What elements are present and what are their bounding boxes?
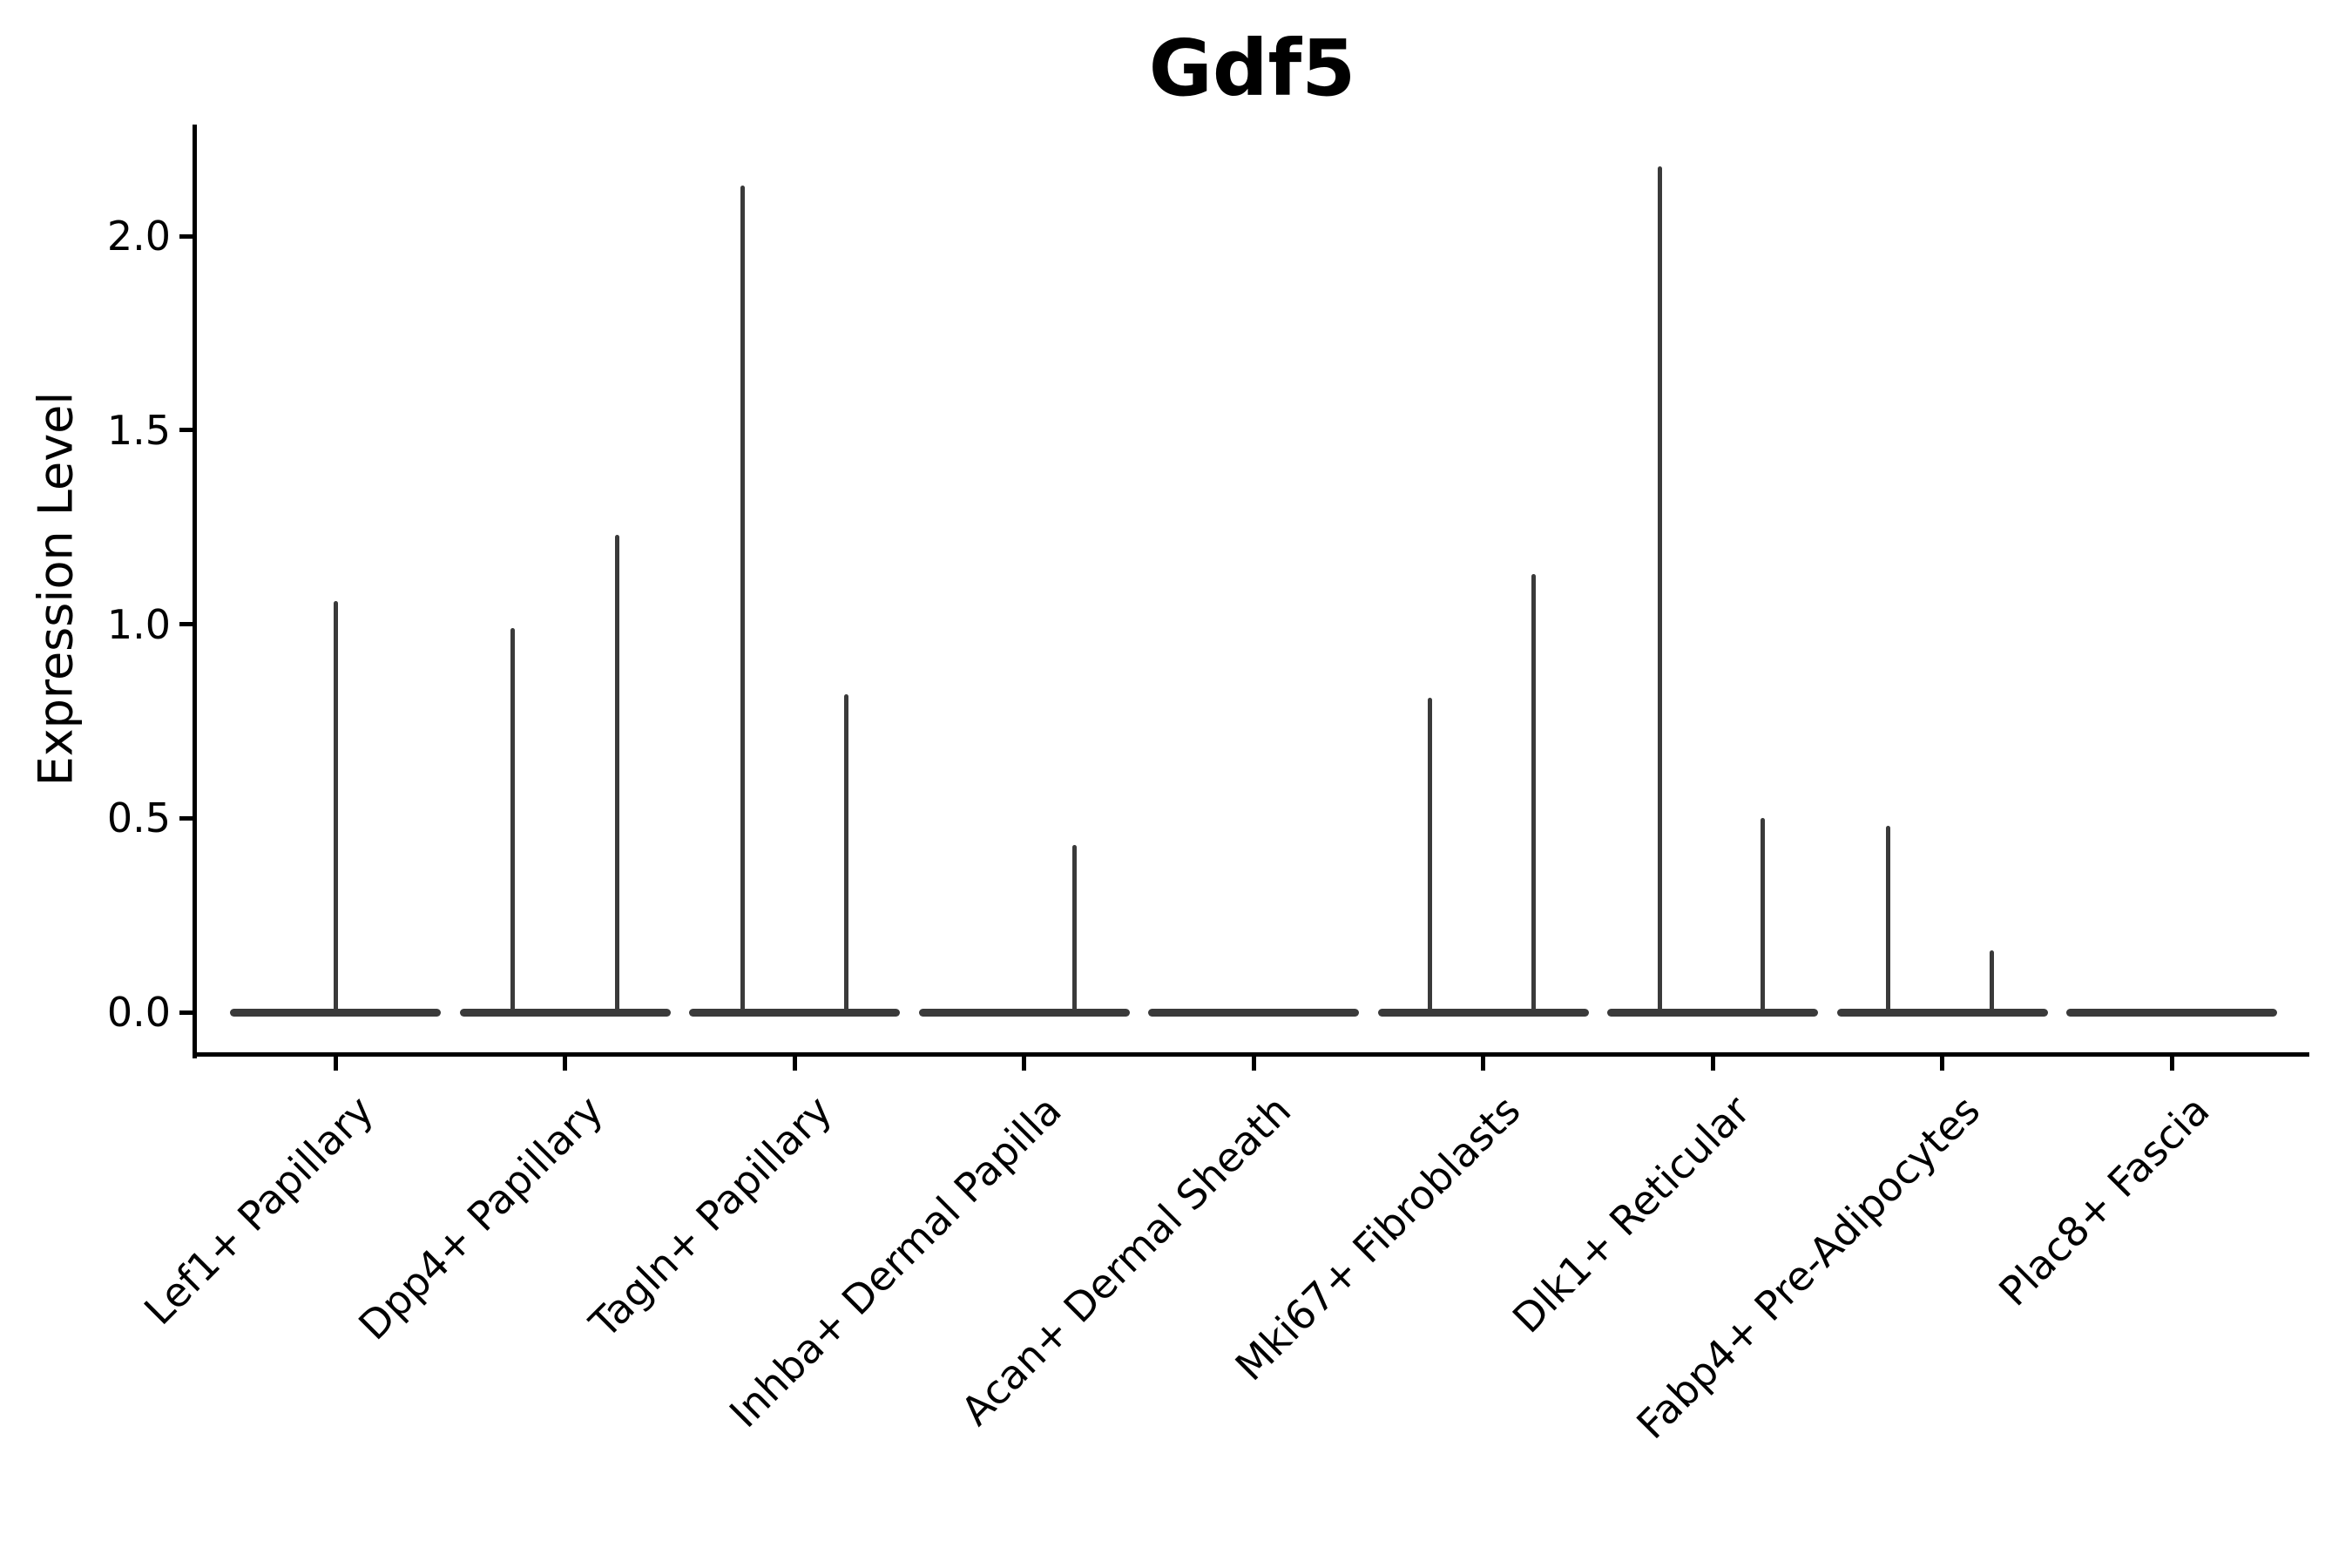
violin-spike [1657, 166, 1662, 1012]
violin-base [1148, 1008, 1359, 1017]
y-tick-mark [179, 233, 193, 239]
plot-title: Gdf5 [1148, 23, 1356, 113]
y-axis-line [193, 125, 197, 1058]
violin-spike [1428, 698, 1432, 1012]
category-label-text: Plac8+ Fascia [1990, 1086, 2219, 1315]
violin-spike [615, 535, 619, 1012]
y-tick-mark [179, 1010, 193, 1015]
x-tick-mark [1940, 1057, 1944, 1071]
violin-spike [333, 600, 338, 1012]
violin-spike [740, 186, 745, 1012]
violin-base [918, 1008, 1130, 1017]
violin-spike [1886, 826, 1890, 1012]
violin-spike [843, 693, 848, 1012]
violin-base [2066, 1008, 2277, 1017]
category-label: Fabp4+ Pre-Adipocytes [1492, 1086, 1989, 1448]
violin-spike [1990, 950, 1994, 1012]
x-tick-mark [2169, 1057, 2174, 1071]
violin-base [459, 1008, 671, 1017]
x-tick-mark [1710, 1057, 1715, 1071]
violin-base [1836, 1008, 2048, 1017]
y-tick-label: 2.0 [106, 213, 171, 260]
y-tick-label: 0.0 [106, 989, 171, 1036]
violin-spike [1072, 845, 1077, 1012]
violin-spike [1531, 573, 1536, 1012]
category-label: Plac8+ Fascia [1909, 1086, 2218, 1315]
x-tick-mark [563, 1057, 567, 1071]
y-tick-label: 1.0 [106, 600, 171, 648]
x-tick-mark [333, 1057, 338, 1071]
violin-base [689, 1008, 900, 1017]
x-tick-mark [1251, 1057, 1256, 1071]
y-tick-label: 0.5 [106, 794, 171, 842]
y-tick-mark [179, 815, 193, 821]
y-tick-mark [179, 622, 193, 626]
violin-base [230, 1008, 441, 1017]
x-axis-line [193, 1052, 2309, 1057]
violin-base [1607, 1008, 1818, 1017]
violin-spike [1760, 818, 1765, 1012]
y-tick-label: 1.5 [106, 406, 171, 454]
x-tick-mark [1481, 1057, 1485, 1071]
y-tick-mark [179, 428, 193, 433]
x-tick-mark [1022, 1057, 1026, 1071]
violin-base [1377, 1008, 1589, 1017]
x-tick-mark [792, 1057, 797, 1071]
violin-spike [510, 627, 515, 1012]
